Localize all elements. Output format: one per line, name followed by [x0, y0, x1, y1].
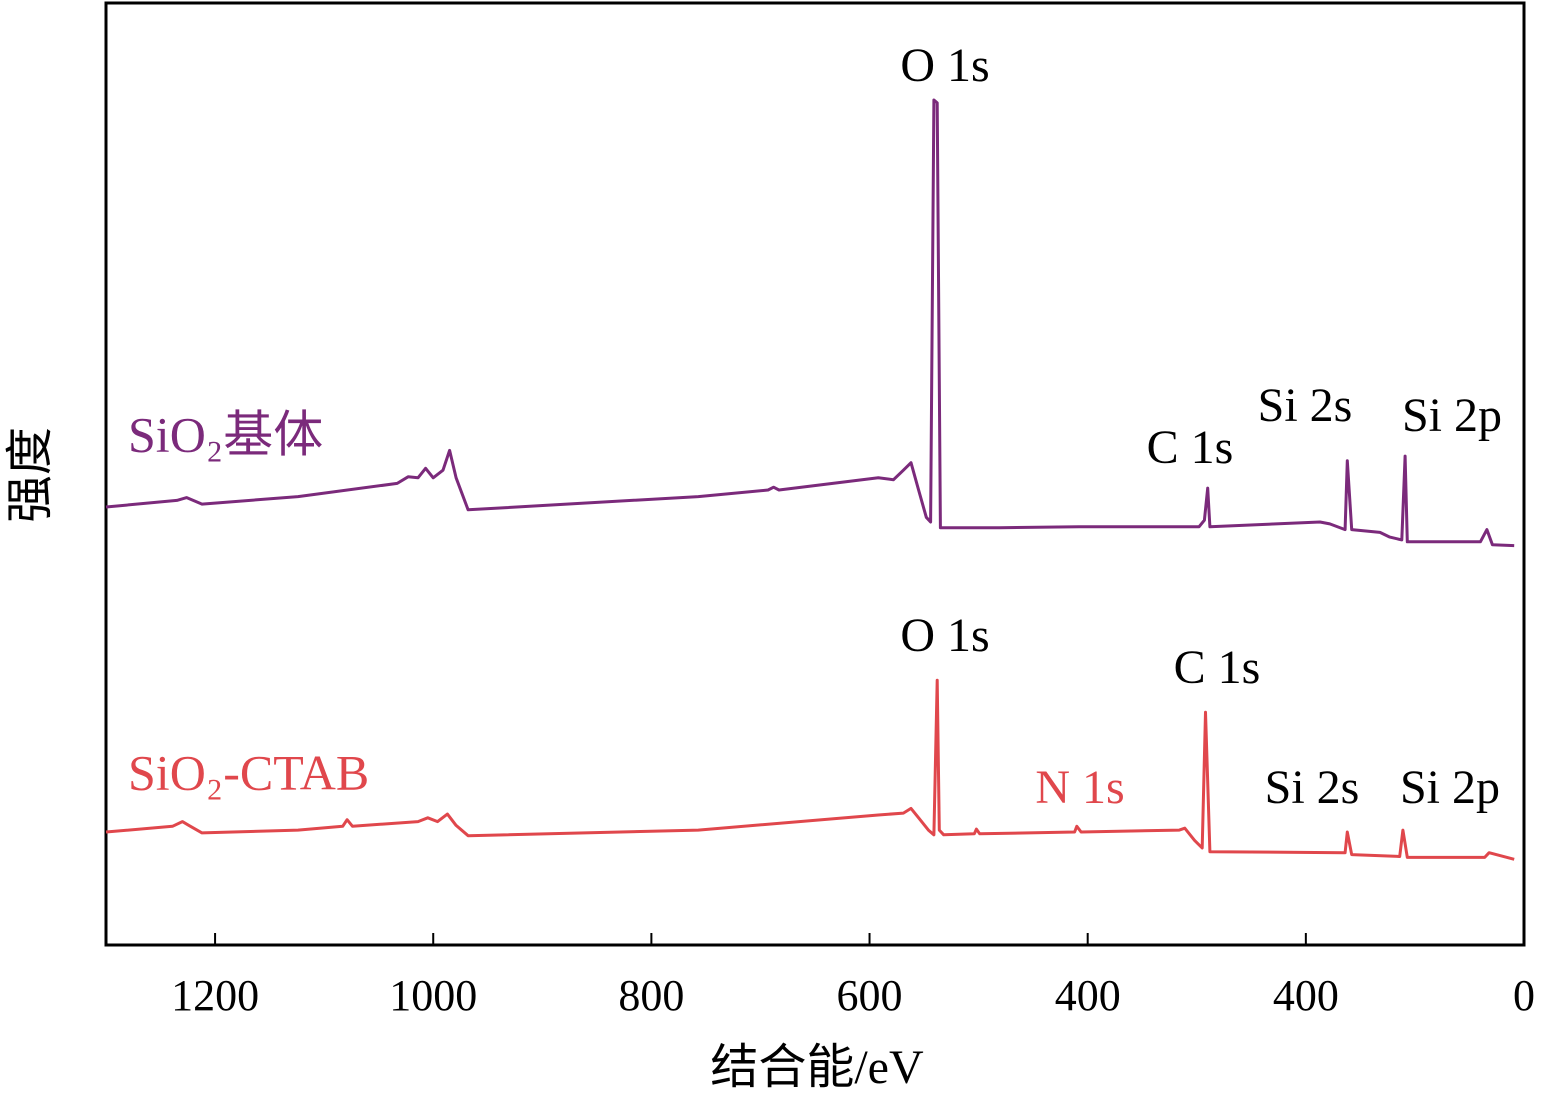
x-tick-label: 0	[1513, 971, 1535, 1020]
peak-annotation: Si 2p	[1400, 761, 1500, 814]
peak-annotation: C 1s	[1147, 421, 1234, 474]
x-tick-label: 1200	[171, 971, 259, 1020]
spectrum-line	[105, 678, 1515, 861]
peak-annotation: Si 2p	[1402, 389, 1502, 442]
peak-annotation: C 1s	[1174, 641, 1261, 694]
y-axis-label: 强度	[4, 427, 57, 523]
x-tick-label: 400	[1055, 971, 1121, 1020]
plot-frame	[104, 1, 1526, 947]
series-label: SiO₂基体	[128, 406, 323, 462]
x-tick-label: 800	[618, 971, 684, 1020]
x-tick-label: 1000	[389, 971, 477, 1020]
x-tick-label: 400	[1273, 971, 1339, 1020]
peak-annotation: Si 2s	[1265, 761, 1360, 814]
series-label: SiO₂-CTAB	[128, 744, 369, 800]
peak-annotation: O 1s	[900, 609, 989, 662]
peak-annotation: O 1s	[900, 39, 989, 92]
spectrum-line	[105, 98, 1515, 548]
peak-annotation: Si 2s	[1258, 379, 1353, 432]
x-tick-label: 600	[837, 971, 903, 1020]
peak-annotation: N 1s	[1035, 761, 1124, 814]
x-axis-label: 结合能/eV	[710, 1041, 924, 1094]
